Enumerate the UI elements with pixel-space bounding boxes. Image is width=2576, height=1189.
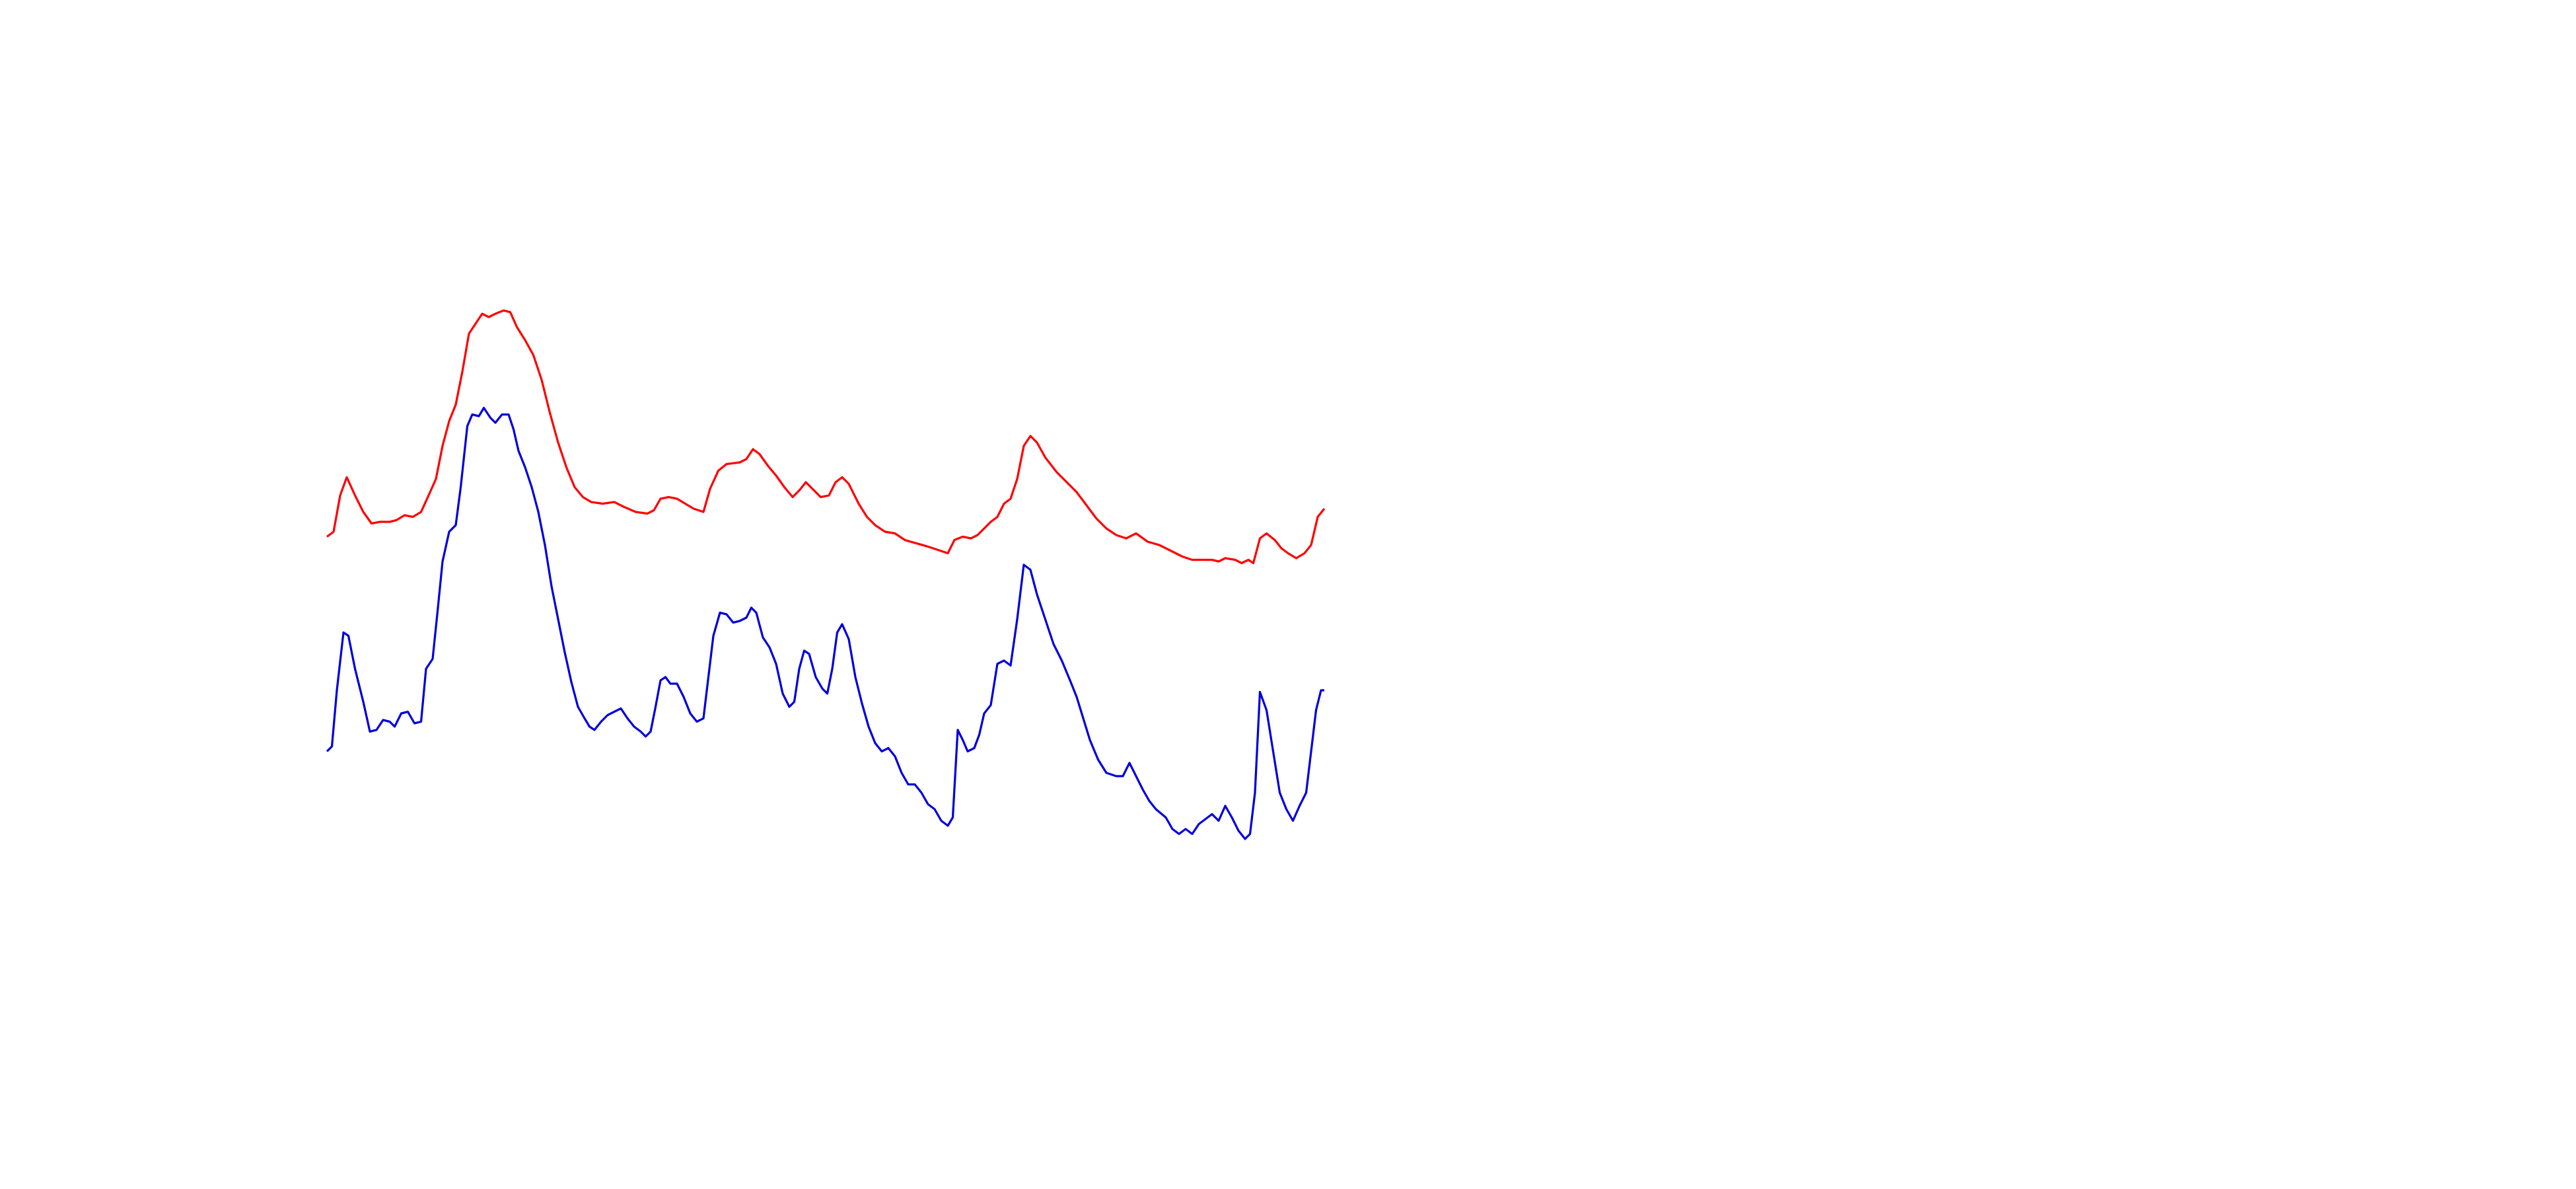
data-line: [326, 309, 1326, 565]
data-line: [326, 406, 1324, 840]
